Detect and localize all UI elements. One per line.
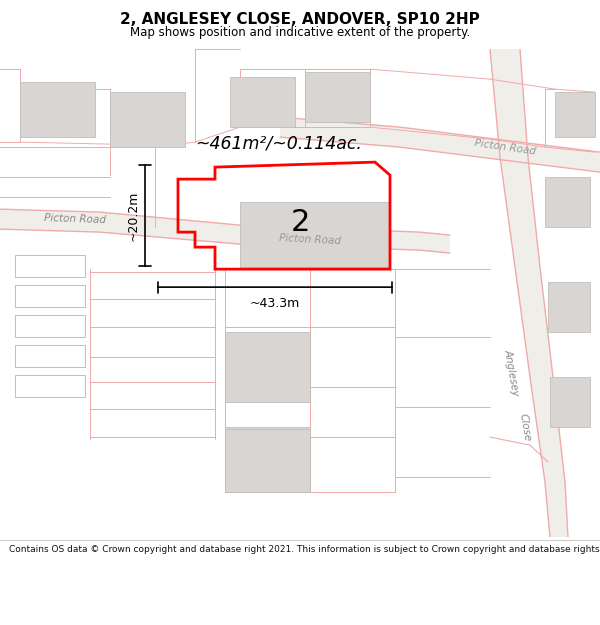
Text: Picton Road: Picton Road [473, 138, 536, 156]
Polygon shape [0, 209, 450, 253]
Text: ~461m²/~0.114ac.: ~461m²/~0.114ac. [195, 134, 362, 152]
Polygon shape [225, 332, 310, 402]
Polygon shape [110, 92, 185, 147]
Text: Contains OS data © Crown copyright and database right 2021. This information is : Contains OS data © Crown copyright and d… [9, 545, 600, 554]
Polygon shape [550, 377, 590, 427]
Polygon shape [555, 92, 595, 137]
Text: 2: 2 [290, 208, 310, 237]
Polygon shape [230, 77, 295, 127]
Polygon shape [548, 282, 590, 332]
Polygon shape [225, 429, 310, 492]
Polygon shape [545, 177, 590, 227]
Text: ~43.3m: ~43.3m [250, 297, 300, 310]
Text: Map shows position and indicative extent of the property.: Map shows position and indicative extent… [130, 26, 470, 39]
Text: 2, ANGLESEY CLOSE, ANDOVER, SP10 2HP: 2, ANGLESEY CLOSE, ANDOVER, SP10 2HP [120, 12, 480, 27]
Text: Close: Close [518, 412, 532, 442]
Polygon shape [305, 72, 370, 122]
Polygon shape [240, 202, 390, 267]
Polygon shape [280, 117, 600, 172]
Polygon shape [225, 427, 310, 492]
Text: ~20.2m: ~20.2m [127, 191, 140, 241]
Polygon shape [20, 82, 95, 137]
Text: Picton Road: Picton Road [44, 213, 106, 225]
Text: Picton Road: Picton Road [279, 232, 341, 246]
Polygon shape [490, 49, 568, 537]
Text: Anglesey: Anglesey [503, 348, 521, 396]
